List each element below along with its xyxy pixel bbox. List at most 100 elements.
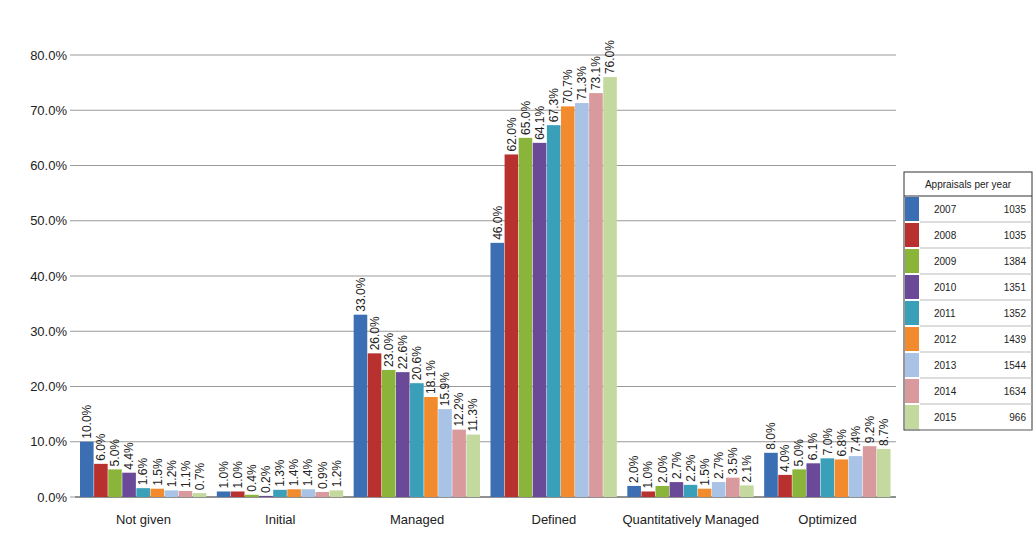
bar	[217, 491, 231, 497]
bar	[491, 243, 505, 497]
grid-line	[70, 331, 896, 332]
y-tick-label: 60.0%	[30, 158, 67, 173]
y-tick-label: 80.0%	[30, 48, 67, 63]
legend: Appraisals per year200710352008103520091…	[904, 172, 1032, 430]
data-labels: 10.0%6.0%5.0%4.4%1.6%1.5%1.2%1.1%0.7%1.0…	[80, 40, 891, 493]
data-label: 4.0%	[778, 444, 792, 472]
bars	[80, 77, 891, 497]
bar	[368, 353, 382, 497]
bar	[698, 489, 712, 497]
bar	[273, 490, 287, 497]
data-label: 23.0%	[382, 333, 396, 367]
data-label: 6.8%	[835, 429, 849, 457]
bar	[684, 485, 698, 497]
bar	[150, 489, 164, 497]
bar	[670, 482, 684, 497]
legend-row-line	[920, 378, 1032, 379]
data-label: 73.1%	[589, 56, 603, 90]
data-label: 2.0%	[627, 455, 641, 483]
bar	[519, 138, 533, 497]
legend-count: 1035	[1004, 204, 1027, 215]
grid-line	[70, 220, 896, 221]
data-label: 26.0%	[368, 316, 382, 350]
data-label: 1.3%	[273, 459, 287, 487]
bar	[835, 459, 849, 497]
bar	[641, 491, 655, 497]
bar	[382, 370, 396, 497]
bar	[301, 489, 315, 497]
bar	[726, 478, 740, 497]
data-label: 64.1%	[533, 105, 547, 139]
bar	[193, 493, 207, 497]
bar	[505, 154, 519, 497]
data-label: 0.7%	[193, 462, 207, 490]
bar	[792, 469, 806, 497]
legend-swatch	[905, 327, 919, 351]
data-label: 1.2%	[165, 460, 179, 488]
legend-count: 1634	[1004, 386, 1027, 397]
data-label: 20.6%	[410, 346, 424, 380]
legend-count: 1439	[1004, 334, 1027, 345]
category-label: Not given	[116, 512, 171, 527]
bar	[136, 488, 150, 497]
bar	[656, 486, 670, 497]
grid-line	[70, 55, 896, 56]
bar	[603, 77, 617, 497]
data-label: 2.7%	[670, 451, 684, 479]
legend-label: 2012	[934, 334, 957, 345]
bar	[778, 475, 792, 497]
category-labels: Not givenInitialManagedDefinedQuantitati…	[116, 512, 857, 527]
legend-row-line	[920, 274, 1032, 275]
bar	[547, 125, 561, 497]
category-label: Initial	[265, 512, 295, 527]
bar	[424, 397, 438, 497]
bar	[231, 491, 245, 497]
legend-count: 1384	[1004, 256, 1027, 267]
data-label: 1.0%	[641, 461, 655, 489]
data-label: 1.5%	[698, 458, 712, 486]
y-tick-label: 40.0%	[30, 269, 67, 284]
legend-row-line	[920, 326, 1032, 327]
grid-line	[70, 276, 896, 277]
legend-label: 2015	[934, 412, 957, 423]
legend-title: Appraisals per year	[925, 179, 1012, 190]
data-label: 3.5%	[726, 447, 740, 475]
data-label: 8.0%	[764, 422, 778, 450]
data-label: 0.4%	[245, 464, 259, 492]
legend-label: 2008	[934, 230, 957, 241]
legend-swatch	[905, 275, 919, 299]
bar	[108, 469, 122, 497]
data-label: 1.6%	[136, 457, 150, 485]
bar	[245, 495, 259, 497]
data-label: 2.1%	[740, 455, 754, 483]
legend-row-line	[920, 352, 1032, 353]
data-label: 62.0%	[505, 117, 519, 151]
bar	[575, 103, 589, 497]
data-label: 11.3%	[466, 398, 480, 431]
data-label: 9.2%	[863, 415, 877, 443]
bar	[315, 492, 329, 497]
bar	[452, 430, 466, 497]
chart: 0.0%10.0%20.0%30.0%40.0%50.0%60.0%70.0%8…	[0, 0, 1036, 539]
y-tick-label: 0.0%	[37, 490, 67, 505]
data-label: 0.2%	[259, 465, 273, 493]
legend-count: 1351	[1004, 282, 1027, 293]
legend-swatch	[905, 223, 919, 247]
data-label: 65.0%	[519, 101, 533, 135]
legend-label: 2009	[934, 256, 957, 267]
data-label: 1.2%	[330, 460, 344, 488]
legend-box	[904, 172, 1032, 430]
bar	[849, 456, 863, 497]
data-label: 15.9%	[438, 372, 452, 406]
data-label: 2.2%	[684, 454, 698, 482]
legend-swatch	[905, 379, 919, 403]
category-label: Optimized	[798, 512, 857, 527]
bar	[410, 383, 424, 497]
y-tick-label: 10.0%	[30, 434, 67, 449]
bar	[561, 106, 575, 497]
data-label: 1.0%	[217, 461, 231, 489]
bar	[863, 446, 877, 497]
legend-row-line	[920, 404, 1032, 405]
grid	[70, 55, 896, 497]
bar	[165, 490, 179, 497]
